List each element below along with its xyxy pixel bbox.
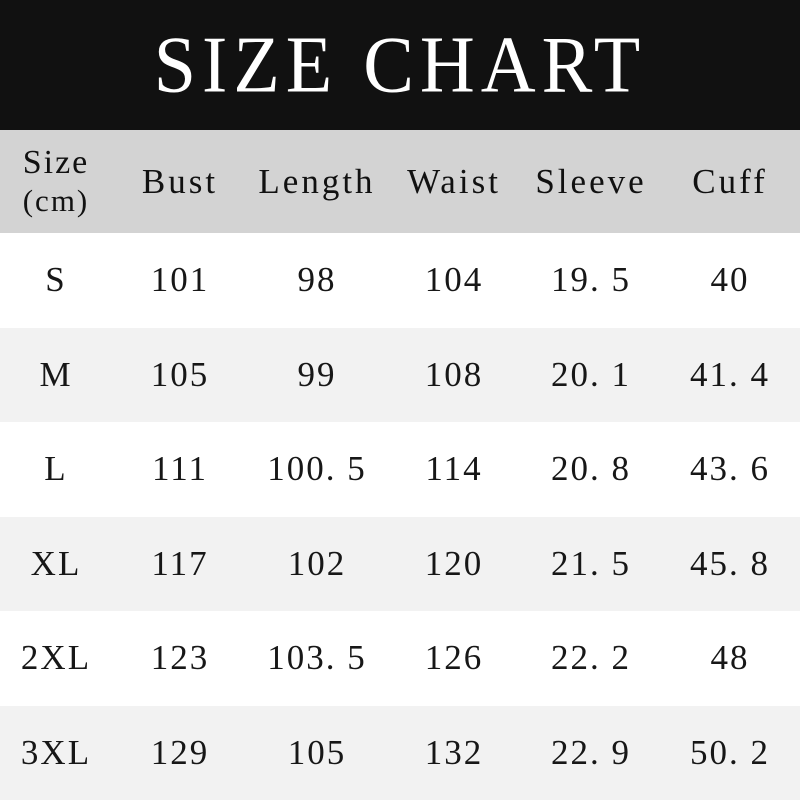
table-row: L 111 100. 5 114 20. 8 43. 6 (0, 422, 800, 517)
cell-cuff: 43. 6 (690, 449, 770, 489)
column-header-cuff: Cuff (692, 161, 768, 201)
cell-length: 100. 5 (267, 449, 367, 489)
column-header-size: Size (cm) (0, 130, 112, 233)
cell-size: M (39, 354, 73, 394)
cell-bust: 123 (150, 638, 210, 678)
cell-waist: 104 (424, 260, 484, 300)
cell-size: XL (30, 543, 82, 583)
size-chart-table: Size (cm) Bust Length Waist Sleeve Cuff … (0, 130, 800, 800)
cell-sleeve: 20. 1 (551, 354, 631, 394)
table-row: 2XL 123 103. 5 126 22. 2 48 (0, 611, 800, 706)
column-header-bust: Bust (141, 161, 219, 201)
cell-waist: 132 (424, 732, 484, 772)
cell-bust: 105 (150, 354, 210, 394)
cell-length: 103. 5 (267, 638, 367, 678)
cell-waist: 108 (424, 354, 484, 394)
cell-size: L (44, 449, 68, 489)
cell-cuff: 48 (710, 638, 750, 678)
table-row: S 101 98 104 19. 5 40 (0, 233, 800, 328)
cell-waist: 114 (425, 449, 483, 489)
cell-sleeve: 19. 5 (551, 260, 631, 300)
cell-cuff: 41. 4 (690, 354, 770, 394)
cell-sleeve: 20. 8 (551, 449, 631, 489)
cell-length: 105 (287, 732, 347, 772)
size-header-line-2: (cm) (22, 183, 90, 219)
cell-waist: 126 (424, 638, 484, 678)
cell-sleeve: 21. 5 (551, 543, 631, 583)
cell-size: 2XL (20, 638, 92, 678)
cell-length: 98 (297, 260, 337, 300)
cell-waist: 120 (424, 543, 484, 583)
cell-sleeve: 22. 2 (551, 638, 631, 678)
cell-cuff: 50. 2 (690, 732, 770, 772)
cell-bust: 117 (151, 543, 209, 583)
table-row: M 105 99 108 20. 1 41. 4 (0, 327, 800, 422)
cell-length: 102 (287, 543, 347, 583)
cell-cuff: 45. 8 (690, 543, 770, 583)
cell-sleeve: 22. 9 (551, 732, 631, 772)
cell-size: 3XL (20, 732, 92, 772)
table-row: XL 117 102 120 21. 5 45. 8 (0, 516, 800, 611)
cell-bust: 111 (152, 449, 208, 489)
cell-bust: 129 (150, 732, 210, 772)
title-bar: SIZE CHART (0, 0, 800, 130)
column-header-waist: Waist (407, 161, 501, 201)
cell-length: 99 (297, 354, 337, 394)
column-header-sleeve: Sleeve (535, 161, 647, 201)
table-row: 3XL 129 105 132 22. 9 50. 2 (0, 705, 800, 800)
column-header-length: Length (258, 161, 376, 201)
cell-bust: 101 (150, 260, 210, 300)
table-header-row: Size (cm) Bust Length Waist Sleeve Cuff (0, 130, 800, 233)
cell-size: S (45, 260, 67, 300)
page-title: SIZE CHART (153, 20, 647, 110)
size-header-line-1: Size (22, 144, 90, 182)
cell-cuff: 40 (710, 260, 750, 300)
